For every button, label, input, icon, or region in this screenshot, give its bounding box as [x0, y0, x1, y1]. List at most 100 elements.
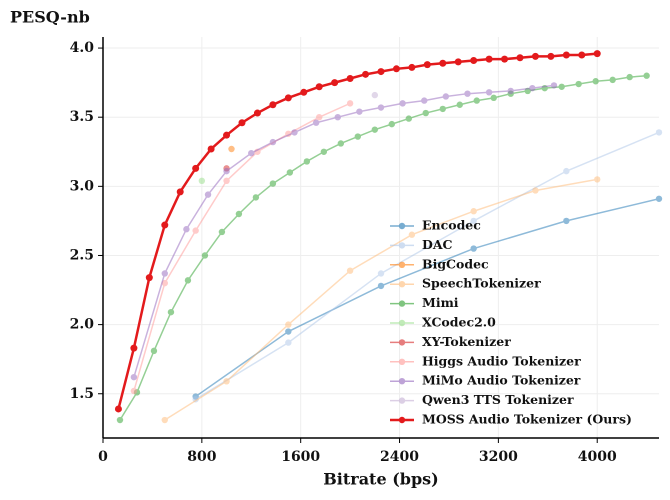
point: [354, 133, 362, 140]
point: [161, 279, 168, 287]
point: [485, 55, 493, 63]
legend-entry: [390, 300, 414, 307]
point: [550, 82, 558, 89]
series: [371, 91, 379, 99]
point: [421, 97, 428, 104]
point: [253, 109, 261, 117]
point: [346, 267, 354, 274]
point: [167, 308, 175, 316]
point: [223, 131, 231, 139]
x-tick-label: 800: [187, 449, 216, 465]
point: [334, 114, 341, 121]
point: [399, 100, 406, 107]
legend-marker: [398, 378, 406, 385]
point: [507, 87, 514, 95]
legend-label: Higgs Audio Tokenizer: [422, 353, 581, 368]
point: [315, 83, 323, 91]
series: [228, 145, 235, 153]
legend-marker: [398, 416, 406, 424]
point: [558, 83, 565, 90]
point: [116, 416, 124, 424]
point: [563, 217, 570, 225]
point: [655, 129, 663, 136]
series-line: [119, 74, 647, 421]
legend-marker: [398, 222, 406, 230]
point: [643, 72, 650, 79]
series-line: [133, 84, 555, 378]
point: [176, 188, 184, 196]
legend-label: DAC: [422, 237, 453, 252]
point: [284, 94, 292, 102]
point: [405, 115, 412, 122]
point: [371, 91, 379, 99]
y-tick-label: 4.0: [70, 40, 95, 56]
legend-entry: [390, 358, 414, 365]
point: [470, 208, 477, 215]
x-tick-label: 3200: [479, 449, 518, 465]
legend-entry: [390, 378, 414, 385]
point: [592, 78, 599, 85]
legend-entry: [390, 319, 414, 327]
legend-entry: [390, 222, 414, 230]
legend-entry: [390, 242, 414, 249]
point: [593, 50, 601, 58]
point: [269, 101, 277, 109]
y-tick-label: 2.0: [70, 317, 95, 333]
point: [130, 344, 138, 352]
point: [223, 167, 230, 175]
legend-entry: [390, 416, 414, 424]
legend-marker: [398, 300, 406, 307]
series: [161, 176, 601, 424]
legend-label: Mimi: [422, 295, 459, 310]
series: [114, 50, 601, 413]
point: [563, 167, 570, 175]
y-tick-label: 3.0: [70, 178, 95, 194]
x-tick-label: 2400: [380, 449, 419, 465]
point: [516, 54, 524, 62]
y-tick-label: 3.5: [70, 109, 94, 125]
point: [150, 347, 158, 355]
point: [356, 108, 363, 115]
point: [346, 74, 354, 82]
point: [198, 177, 206, 185]
legend-entry: [390, 397, 414, 404]
point: [626, 73, 633, 81]
point: [532, 187, 539, 194]
point: [331, 79, 339, 87]
point: [464, 90, 471, 97]
point: [562, 51, 570, 59]
point: [286, 169, 294, 176]
point: [223, 378, 230, 385]
point: [320, 148, 328, 155]
y-tick-label: 2.5: [70, 247, 94, 263]
point: [303, 158, 311, 165]
point: [408, 63, 416, 71]
point: [285, 321, 292, 328]
point: [377, 68, 385, 76]
point: [269, 180, 277, 187]
point: [377, 104, 385, 111]
point: [130, 373, 138, 381]
point: [300, 88, 308, 96]
point: [439, 105, 446, 113]
legend-marker: [398, 242, 406, 249]
point: [201, 252, 209, 259]
series: [116, 72, 650, 424]
point: [316, 114, 323, 121]
point: [238, 119, 246, 127]
point: [161, 416, 168, 424]
legend-entry: [390, 339, 414, 346]
series-line: [195, 198, 660, 398]
point: [248, 149, 255, 157]
legend-entry: [390, 261, 414, 268]
series: [130, 100, 354, 395]
point: [575, 80, 582, 88]
point: [204, 191, 212, 198]
point: [269, 138, 277, 146]
point: [362, 70, 370, 78]
legend-label: XCodec2.0: [422, 315, 496, 330]
point: [531, 52, 539, 60]
point: [655, 195, 663, 202]
point: [388, 120, 396, 128]
point: [377, 282, 385, 290]
